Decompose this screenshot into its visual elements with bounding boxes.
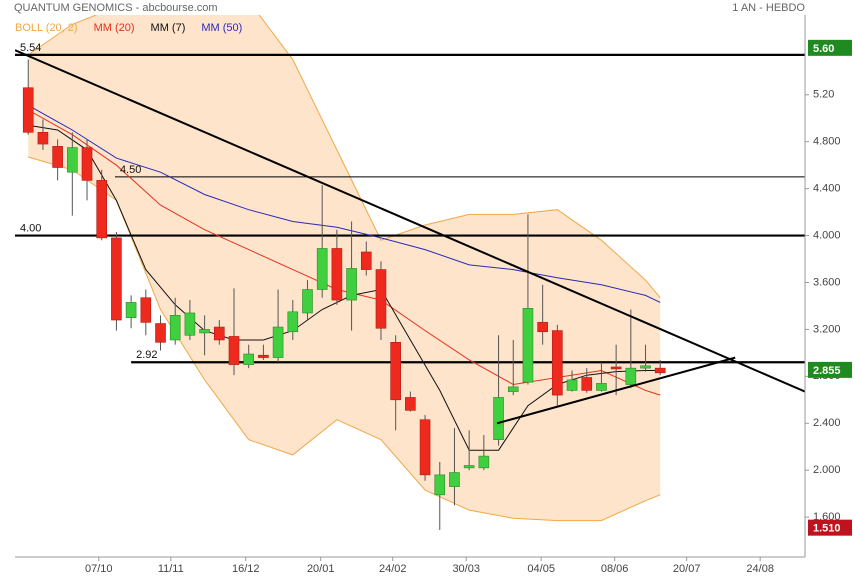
y-tick-label: 4.400: [813, 183, 841, 195]
candle-body: [228, 336, 240, 365]
y-tick-label: 2.400: [813, 417, 841, 429]
y-tick-label: 2.000: [813, 464, 841, 476]
candle-body: [214, 326, 225, 341]
legend-entry: MM (7): [151, 22, 186, 34]
candle-body: [243, 353, 254, 365]
legend-entry: MM (20): [94, 22, 135, 34]
trendline: [496, 356, 736, 425]
chart-title: QUANTUM GENOMICS - abcbourse.com: [14, 2, 218, 14]
y-tick-label: 3.600: [813, 276, 841, 288]
price-marker: [808, 361, 852, 378]
x-tick-label: 08/06: [601, 563, 629, 575]
candle-body: [316, 248, 328, 290]
candle-body: [81, 147, 93, 181]
candle-body: [111, 237, 122, 321]
candle-body: [596, 383, 607, 391]
x-tick-label: 07/10: [85, 563, 113, 575]
moving-average: [27, 109, 661, 396]
band-lower: [28, 156, 661, 522]
level-label: 4.50: [120, 164, 141, 176]
candle-body: [640, 365, 651, 369]
candle-body: [419, 419, 431, 476]
candle-body: [625, 367, 637, 385]
price-marker-label: 2.855: [813, 365, 841, 377]
band-fill: [28, 15, 661, 521]
x-tick-label: 20/07: [673, 563, 701, 575]
candle-body: [67, 147, 78, 173]
candle-body: [140, 297, 152, 323]
candle-body: [405, 397, 416, 411]
level-label: 4.00: [20, 222, 41, 234]
candle-body: [272, 326, 284, 358]
x-tick-label: 16/12: [232, 563, 260, 575]
candle-body: [522, 307, 534, 383]
y-tick-label: 4.000: [813, 229, 841, 241]
y-tick-label: 5.20: [813, 89, 834, 101]
candle-body: [537, 322, 548, 333]
candle-body: [610, 366, 622, 370]
x-tick-label: 20/01: [307, 563, 335, 575]
level-label: 2.92: [136, 349, 157, 361]
candle-body: [22, 87, 34, 133]
candle-body: [375, 269, 387, 329]
candle-body: [449, 472, 460, 487]
moving-average: [27, 104, 661, 303]
x-tick-label: 11/11: [158, 563, 184, 575]
plot-area: [15, 15, 805, 531]
candle-body: [552, 330, 563, 396]
candle-body: [184, 312, 196, 336]
candle-body: [390, 342, 401, 401]
legend-entry: BOLL (20, 2): [15, 22, 78, 34]
price-marker-label: 5.60: [813, 43, 834, 55]
chart-subtitle: 1 AN - HEBDO: [732, 2, 805, 14]
candle-body: [155, 323, 166, 343]
candle-body: [478, 455, 490, 469]
x-tick-label: 24/08: [746, 563, 774, 575]
candle-body: [199, 329, 210, 334]
price-marker-label: 1.510: [813, 523, 841, 535]
price-marker: [808, 519, 852, 536]
candle-body: [434, 474, 446, 496]
candle-body: [287, 311, 299, 333]
candle-body: [654, 367, 666, 374]
x-tick-label: 24/02: [379, 563, 407, 575]
candle-body: [52, 146, 63, 168]
x-tick-label: 30/03: [452, 563, 480, 575]
y-tick-label: 3.200: [813, 323, 841, 335]
candle-body: [507, 386, 519, 392]
candle-body: [169, 315, 181, 341]
trendline: [15, 49, 805, 393]
candle-body: [37, 132, 49, 145]
candle-body: [566, 379, 578, 391]
candle-body: [302, 289, 313, 314]
level-label: 5.54: [20, 42, 41, 54]
candle-body: [493, 397, 504, 440]
y-tick-label: 4.800: [813, 136, 841, 148]
candle-body: [463, 465, 475, 469]
candle-body: [258, 354, 269, 358]
candle-body: [331, 248, 343, 301]
x-tick-label: 04/05: [527, 563, 555, 575]
price-marker: [808, 39, 852, 56]
band-upper: [27, 15, 661, 299]
candle-body: [96, 180, 108, 239]
candle-body: [360, 251, 372, 270]
candle-body: [125, 302, 137, 318]
legend-entry: MM (50): [201, 22, 242, 34]
candle-body: [346, 268, 357, 301]
candle-body: [581, 377, 593, 391]
